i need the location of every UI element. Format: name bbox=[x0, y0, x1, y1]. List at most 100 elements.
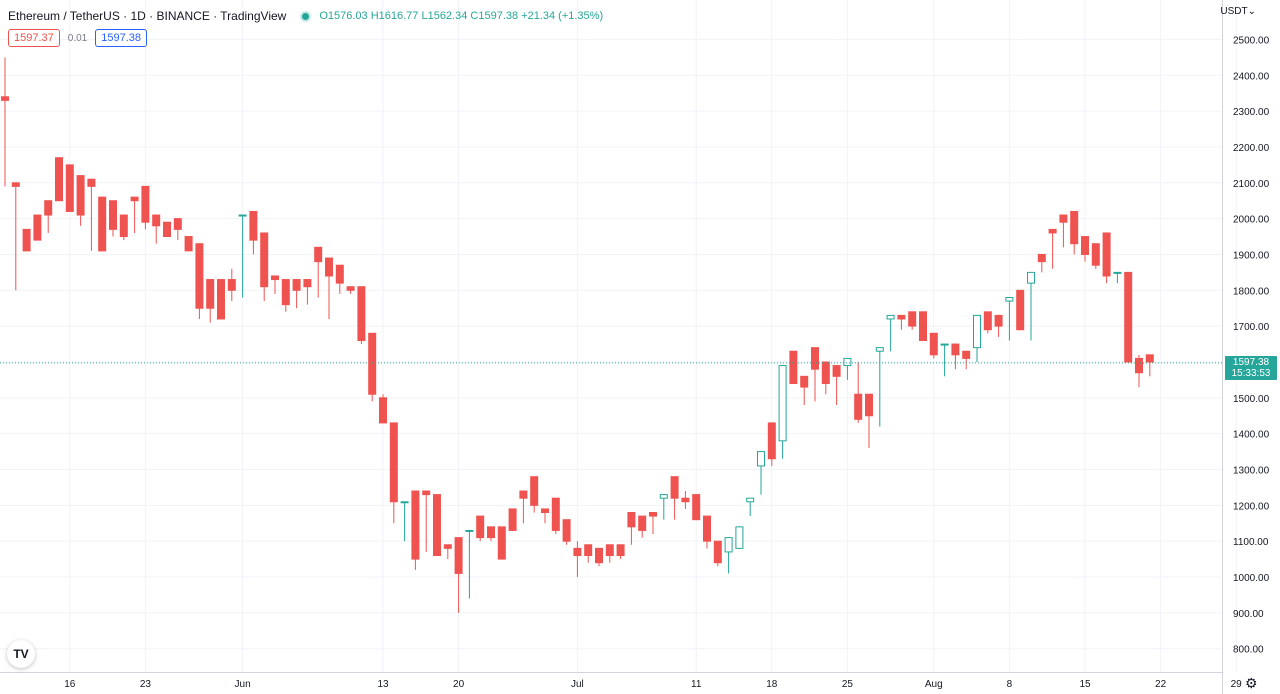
candle-body bbox=[659, 494, 668, 499]
candle-down bbox=[670, 476, 679, 520]
candle-body bbox=[821, 361, 830, 384]
candle-body bbox=[346, 286, 355, 291]
candle-down bbox=[908, 311, 917, 330]
candle-down bbox=[811, 347, 819, 402]
candle-body bbox=[227, 279, 236, 291]
candle-body bbox=[929, 332, 938, 356]
candle-down bbox=[821, 361, 830, 395]
candle-body bbox=[368, 332, 377, 395]
candle-down bbox=[11, 182, 20, 291]
candle-body bbox=[130, 196, 139, 202]
candle-up bbox=[400, 501, 409, 542]
candle-down bbox=[1059, 214, 1068, 248]
candle-body bbox=[497, 526, 506, 560]
candle-down bbox=[1081, 236, 1089, 262]
candle-down bbox=[1145, 354, 1154, 377]
candle-down bbox=[832, 365, 841, 405]
candle-down bbox=[227, 268, 236, 302]
y-tick-label: 800.00 bbox=[1233, 645, 1264, 656]
y-tick-label: 1900.00 bbox=[1233, 250, 1270, 261]
candle-body bbox=[854, 393, 863, 420]
candle-up bbox=[973, 314, 981, 362]
candle-up bbox=[1005, 296, 1014, 341]
x-tick-label: Aug bbox=[925, 679, 943, 690]
y-tick-label: 1100.00 bbox=[1233, 537, 1269, 548]
y-tick-label: 1700.00 bbox=[1233, 322, 1270, 333]
candle-down bbox=[703, 515, 711, 549]
candle-down bbox=[1070, 210, 1079, 255]
candle-body bbox=[983, 311, 992, 331]
currency-selector[interactable]: USDT⌄ bbox=[1220, 6, 1256, 17]
candle-body bbox=[476, 515, 485, 539]
candle-up bbox=[843, 357, 852, 380]
candle-body bbox=[1005, 296, 1014, 302]
gear-icon[interactable]: ⚙ bbox=[1245, 675, 1258, 691]
candle-body bbox=[1, 96, 9, 101]
last-price-tag: 1597.38 15:33:53 bbox=[1225, 355, 1277, 380]
candle-down bbox=[335, 264, 344, 294]
candle-down bbox=[983, 311, 992, 334]
candle-down bbox=[562, 519, 571, 545]
candle-down bbox=[1124, 271, 1133, 363]
candle-up bbox=[1027, 271, 1035, 341]
candle-body bbox=[724, 537, 733, 553]
x-tick-label: 16 bbox=[64, 679, 76, 690]
candle-up bbox=[940, 343, 949, 377]
candle-body bbox=[325, 257, 333, 277]
tradingview-logo[interactable]: TV bbox=[7, 640, 35, 668]
x-tick-label: Jul bbox=[571, 679, 584, 690]
y-tick-label: 900.00 bbox=[1233, 609, 1264, 620]
candle-body bbox=[562, 519, 571, 542]
candle-down bbox=[929, 332, 938, 359]
candle-down bbox=[713, 540, 722, 567]
candle-down bbox=[22, 228, 31, 252]
candle-down bbox=[605, 544, 614, 563]
candle-body bbox=[703, 515, 711, 542]
x-tick-label: 18 bbox=[766, 679, 778, 690]
candle-down bbox=[551, 497, 560, 535]
candle-down bbox=[249, 210, 258, 255]
candle-body bbox=[919, 311, 927, 341]
last-price-value: 1597.38 bbox=[1232, 356, 1270, 368]
candle-body bbox=[735, 526, 744, 549]
candle-body bbox=[875, 347, 884, 352]
x-tick-label: 20 bbox=[453, 679, 465, 690]
candle-body bbox=[940, 343, 949, 346]
candle-up bbox=[724, 537, 733, 574]
candle-down bbox=[897, 314, 906, 330]
candle-body bbox=[573, 547, 582, 557]
candle-down bbox=[497, 526, 506, 560]
candle-down bbox=[951, 343, 960, 370]
grid-lines bbox=[0, 0, 1237, 672]
candle-body bbox=[789, 350, 798, 384]
candle-body bbox=[1070, 210, 1079, 245]
candle-body bbox=[11, 182, 20, 187]
candle-body bbox=[195, 243, 204, 309]
candle-down bbox=[173, 218, 182, 241]
candle-body bbox=[746, 497, 755, 503]
candle-down bbox=[217, 279, 225, 320]
x-tick-label: 25 bbox=[842, 679, 854, 690]
x-tick-label: 11 bbox=[691, 679, 702, 690]
sell-button[interactable]: 1597.37 bbox=[8, 29, 60, 47]
candle-body bbox=[379, 397, 387, 424]
candle-body bbox=[994, 314, 1003, 327]
candle-body bbox=[767, 422, 776, 460]
candle-body bbox=[1059, 214, 1068, 223]
candle-down bbox=[692, 494, 701, 521]
candle-body bbox=[800, 375, 809, 388]
candle-down bbox=[314, 246, 323, 298]
candle-down bbox=[443, 544, 452, 560]
candle-down bbox=[260, 232, 269, 302]
candle-down bbox=[206, 279, 215, 323]
candle-down bbox=[292, 279, 301, 309]
candle-body bbox=[778, 365, 787, 442]
candle-up bbox=[735, 526, 744, 549]
candle-down bbox=[800, 375, 809, 405]
buy-button[interactable]: 1597.38 bbox=[95, 29, 147, 47]
candle-up bbox=[886, 314, 895, 352]
y-tick-label: 2100.00 bbox=[1233, 179, 1270, 190]
candle-body bbox=[1102, 232, 1111, 277]
candle-body bbox=[962, 350, 971, 359]
